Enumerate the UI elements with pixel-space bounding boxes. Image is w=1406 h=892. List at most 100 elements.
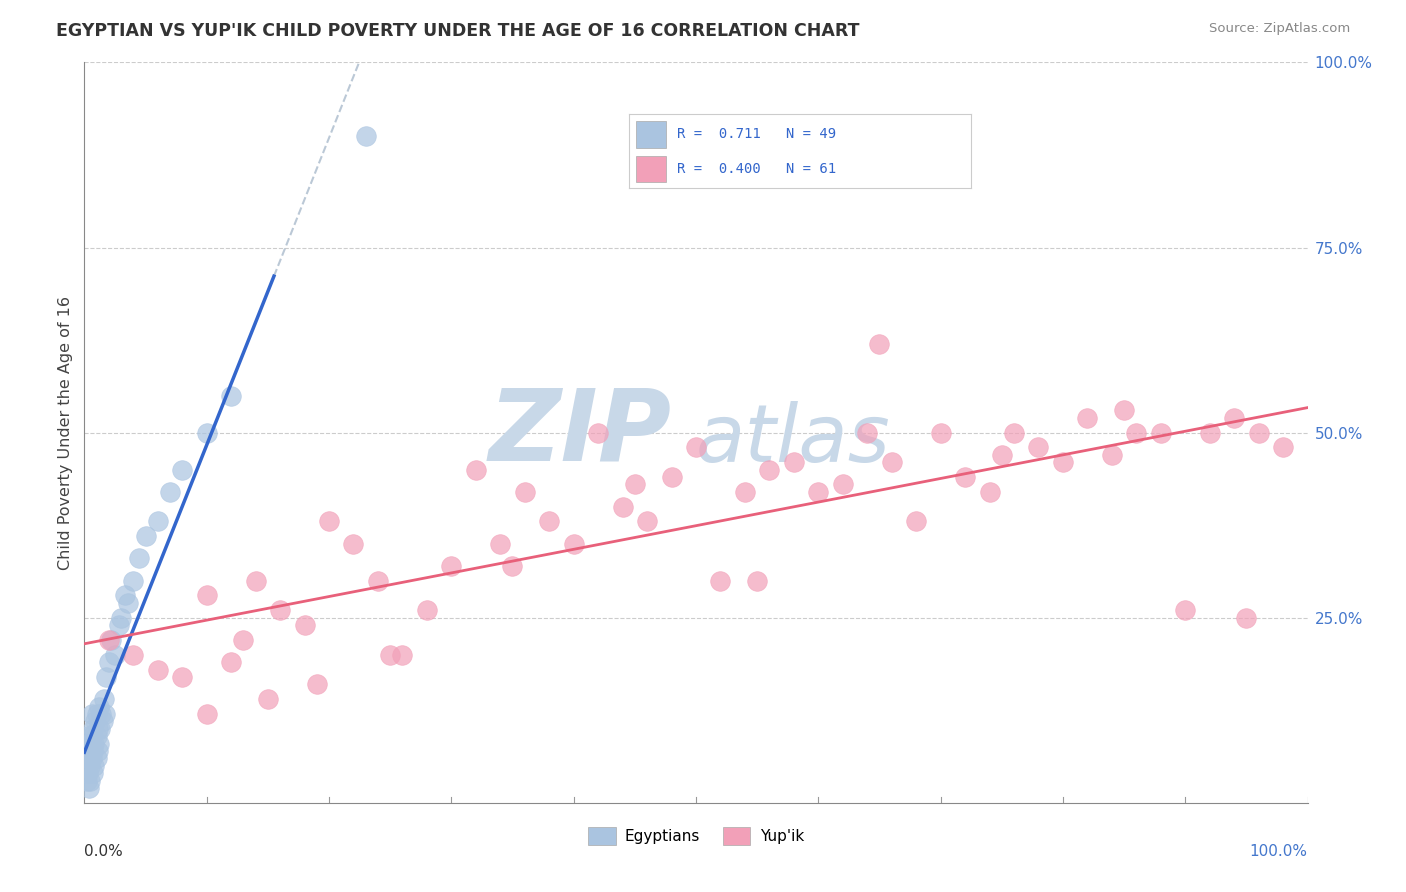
Point [83,758,105,772]
Legend: Egyptians, Yup'ik: Egyptians, Yup'ik [582,821,810,851]
Point [709,574,731,588]
Point [232,632,254,647]
Point [89,722,111,736]
Point [77,751,100,765]
Point [1198,425,1220,440]
Point [294,618,316,632]
Point [219,655,242,669]
Point [80,751,103,765]
Text: 0.0%: 0.0% [84,844,124,858]
Point [76,773,98,788]
Point [380,648,402,662]
Point [84,714,107,729]
Point [869,336,891,351]
Point [93,692,115,706]
Point [159,484,181,499]
Point [172,462,194,476]
Point [87,699,110,714]
Point [979,484,1001,499]
Point [624,477,647,491]
Point [929,425,952,440]
Point [87,722,110,736]
Point [538,515,561,529]
Point [82,722,104,736]
Point [685,441,707,455]
Point [1076,410,1098,425]
Point [1101,448,1123,462]
Point [1125,425,1147,440]
Point [77,744,100,758]
Point [269,603,291,617]
Text: Source: ZipAtlas.com: Source: ZipAtlas.com [1209,22,1350,36]
Point [1174,603,1197,617]
Point [464,462,486,476]
Point [91,714,114,729]
Point [146,515,169,529]
Point [82,744,104,758]
Text: 100.0%: 100.0% [1250,844,1308,858]
Point [114,589,136,603]
Point [172,670,194,684]
Point [831,477,853,491]
Point [195,425,218,440]
Point [90,706,112,721]
Point [94,706,117,721]
Point [783,455,806,469]
Point [1236,610,1258,624]
Point [953,470,976,484]
Point [245,574,267,588]
Point [991,448,1014,462]
Text: atlas: atlas [696,401,891,479]
Point [122,574,145,588]
Point [135,529,157,543]
Point [1028,441,1050,455]
Point [1150,425,1173,440]
Point [79,737,101,751]
Point [79,773,101,788]
Point [1272,441,1295,455]
Point [747,574,769,588]
Point [1247,425,1270,440]
Point [734,484,756,499]
Point [107,618,129,632]
Point [636,515,658,529]
Point [513,484,536,499]
Point [489,536,512,550]
Point [77,780,100,795]
Point [856,425,879,440]
Point [905,515,928,529]
Point [146,663,169,677]
Point [80,706,103,721]
Point [367,574,389,588]
Point [77,766,100,780]
Point [83,737,105,751]
Point [612,500,634,514]
Y-axis label: Child Poverty Under the Age of 16: Child Poverty Under the Age of 16 [58,295,73,570]
Point [880,455,903,469]
Point [440,558,463,573]
Point [75,758,97,772]
Point [1223,410,1246,425]
Point [128,551,150,566]
Point [1052,455,1074,469]
Point [807,484,830,499]
Point [305,677,328,691]
Point [76,737,98,751]
Point [195,589,218,603]
Point [104,648,127,662]
Point [86,751,108,765]
Point [1114,403,1136,417]
Point [86,729,108,743]
Point [117,596,139,610]
Point [1002,425,1025,440]
Point [195,706,218,721]
Point [354,129,377,144]
Point [122,648,145,662]
Point [97,632,120,647]
Point [416,603,439,617]
Point [87,737,110,751]
Point [82,766,104,780]
Point [318,515,340,529]
Point [562,536,585,550]
Point [342,536,364,550]
